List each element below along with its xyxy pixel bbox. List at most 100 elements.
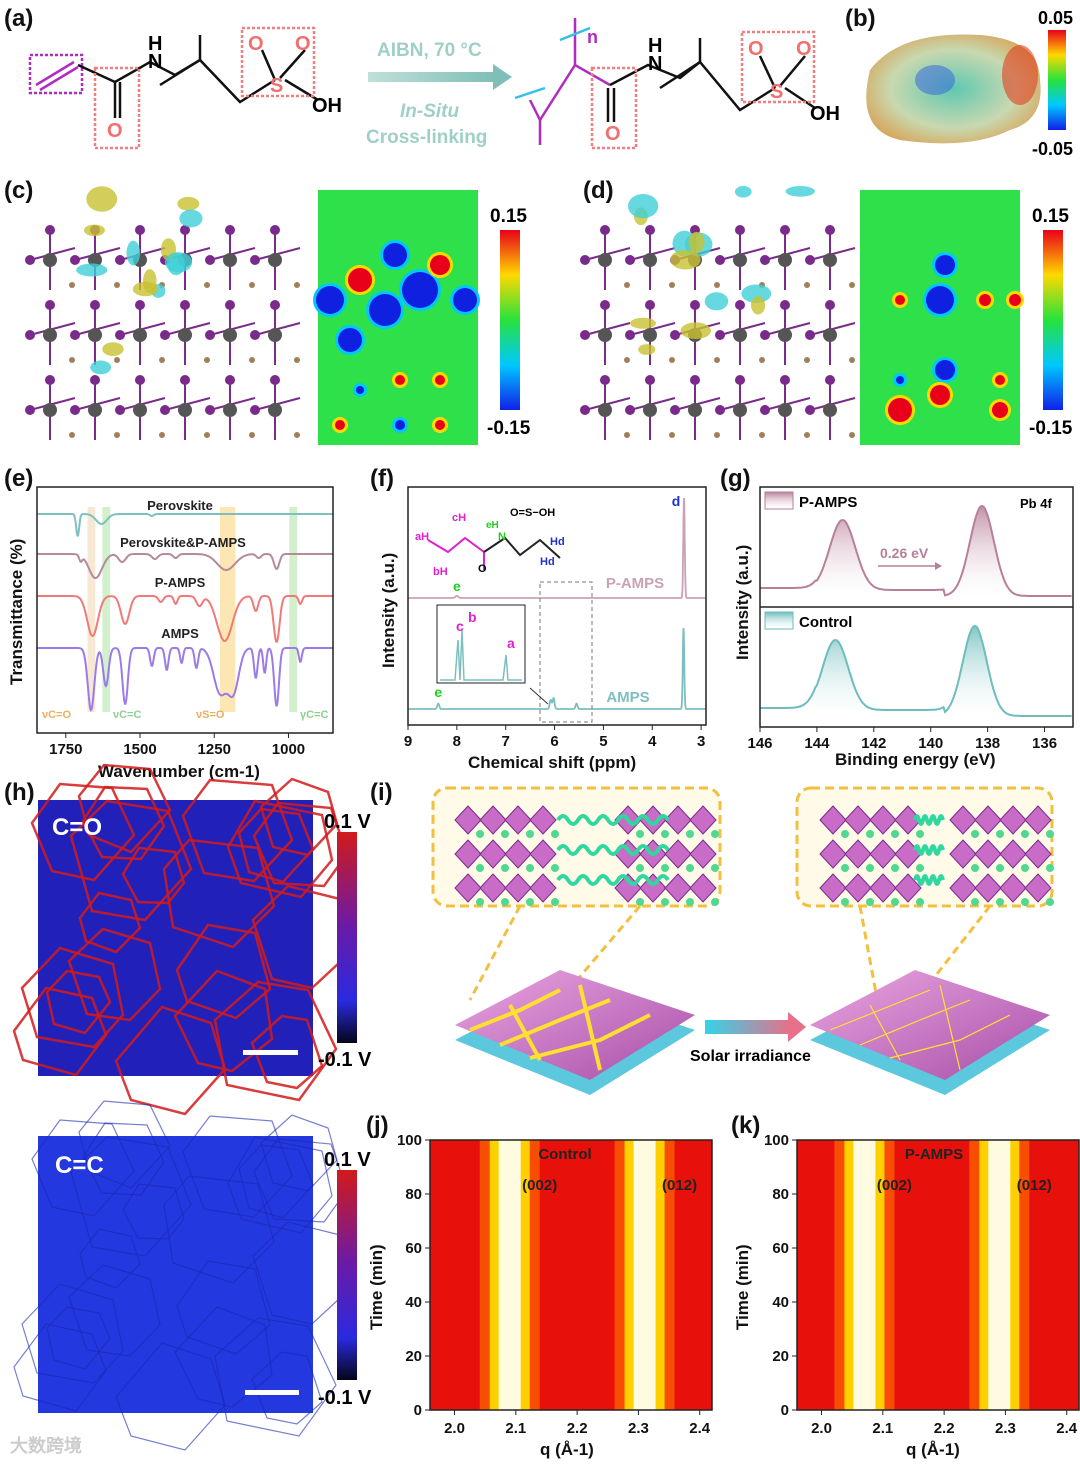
panel-label-g: (g) bbox=[720, 465, 751, 492]
xrd-ytick-label: 60 bbox=[772, 1240, 789, 1257]
grain-boundary bbox=[213, 980, 338, 1102]
panel-label-i: (i) bbox=[370, 779, 393, 806]
iodine-atom bbox=[760, 405, 770, 415]
grain-boundary bbox=[82, 1122, 165, 1196]
nmr-inset-spectrum bbox=[440, 629, 522, 681]
pb-atom bbox=[688, 403, 702, 417]
xrd-ytick-label: 80 bbox=[405, 1186, 422, 1203]
iodine-atom bbox=[225, 375, 235, 385]
scale-bar bbox=[245, 1390, 299, 1395]
organic-atom bbox=[69, 357, 75, 363]
polymer-chain-compressed bbox=[913, 844, 945, 856]
pbi6-octahedron bbox=[869, 805, 897, 835]
grain-boundary bbox=[115, 1342, 226, 1451]
esp-positive-region bbox=[915, 65, 955, 95]
iodine-atom bbox=[135, 375, 145, 385]
nmr-series-0 bbox=[408, 497, 706, 599]
grain-boundary bbox=[81, 785, 166, 861]
pb-atom bbox=[733, 328, 747, 342]
cation bbox=[661, 864, 669, 872]
xrd-peak-label: (012) bbox=[662, 1177, 697, 1194]
xrd-ytick-label: 20 bbox=[405, 1348, 422, 1365]
cation bbox=[866, 864, 874, 872]
panel-label-c: (c) bbox=[4, 177, 33, 204]
organic-atom bbox=[204, 357, 210, 363]
cation bbox=[526, 830, 534, 838]
polymer-chain-compressed bbox=[913, 874, 945, 886]
structure-atom: eH bbox=[486, 520, 499, 531]
iodine-atom bbox=[600, 225, 610, 235]
xps-axis-tick-label: 144 bbox=[804, 735, 830, 752]
grain-boundary bbox=[78, 1100, 171, 1189]
nmr-axis-tick-label: 8 bbox=[453, 733, 461, 750]
iodine-atom bbox=[135, 300, 145, 310]
iodine-atom bbox=[25, 255, 35, 265]
cation bbox=[971, 898, 979, 906]
atom-h: H bbox=[148, 33, 162, 55]
band-label: γC=C bbox=[300, 709, 328, 721]
esp-negative-region bbox=[1002, 45, 1038, 105]
legend-swatch bbox=[764, 611, 794, 630]
perovskite-pamps-structure bbox=[580, 185, 856, 440]
iodine-atom bbox=[45, 375, 55, 385]
organic-atom bbox=[159, 432, 165, 438]
highlight-band bbox=[87, 507, 96, 712]
organic-atom bbox=[624, 282, 630, 288]
grain-boundary bbox=[176, 1260, 271, 1355]
colorbar-c bbox=[500, 230, 520, 410]
pbi6-octahedron bbox=[819, 805, 847, 835]
amps-monomer-structure bbox=[28, 26, 319, 150]
grain-boundary bbox=[68, 1264, 161, 1357]
pbi6-octahedron bbox=[949, 839, 977, 869]
map-accumulation bbox=[888, 398, 912, 422]
cation bbox=[841, 864, 849, 872]
grain-boundary bbox=[70, 1136, 192, 1257]
pb-atom bbox=[43, 253, 57, 267]
cation bbox=[1021, 864, 1029, 872]
pbi6-octahedron bbox=[664, 873, 692, 903]
polymer-chain bbox=[556, 844, 670, 856]
xrd-k-xlabel: q (Å-1) bbox=[906, 1440, 960, 1459]
cation bbox=[686, 898, 694, 906]
pb-atom bbox=[643, 253, 657, 267]
iodine-atom bbox=[715, 330, 725, 340]
cation bbox=[841, 898, 849, 906]
iodine-atom bbox=[225, 300, 235, 310]
kpfm-map-cc bbox=[38, 1136, 313, 1413]
iodine-atom bbox=[160, 330, 170, 340]
cation bbox=[971, 830, 979, 838]
iodine-atom bbox=[205, 255, 215, 265]
map-depletion bbox=[356, 386, 364, 394]
map-depletion bbox=[383, 243, 407, 267]
kpfm-grain-boundaries-cc bbox=[13, 1100, 354, 1451]
iodine-atom bbox=[715, 255, 725, 265]
nmr-axis-tick-label: 4 bbox=[648, 733, 657, 750]
structure-atom: O=S−OH bbox=[510, 507, 555, 519]
map-depletion bbox=[338, 328, 362, 352]
nmr-series-1 bbox=[408, 627, 706, 710]
xps-chart: P-AMPS Control Pb 4f 0.26 eV 146 144 142 140 138… bbox=[747, 486, 1074, 752]
esp-colorbar bbox=[1048, 30, 1066, 130]
organic-atom bbox=[249, 357, 255, 363]
watermark: 大数跨境 bbox=[10, 1435, 82, 1456]
nmr-peak-label: e bbox=[434, 684, 442, 700]
nmr-series-label: AMPS bbox=[606, 689, 649, 706]
cation bbox=[551, 898, 559, 906]
grain-boundary bbox=[77, 763, 172, 854]
esp-surface bbox=[866, 34, 1041, 144]
xrd-ytick-label: 100 bbox=[397, 1132, 422, 1149]
organic-atom bbox=[669, 432, 675, 438]
organic-atom bbox=[114, 357, 120, 363]
pb-atom bbox=[88, 403, 102, 417]
crack-healing-illustration bbox=[431, 786, 1054, 1095]
pbi6-octahedron bbox=[529, 805, 557, 835]
ftir-series-3 bbox=[37, 647, 333, 712]
iodine-atom bbox=[135, 225, 145, 235]
map-depletion bbox=[926, 286, 954, 314]
organic-atom bbox=[624, 357, 630, 363]
pbi6-octahedron bbox=[1024, 839, 1052, 869]
grain-boundary bbox=[238, 1144, 314, 1219]
polymer-chain bbox=[556, 814, 670, 826]
charge-isosurface bbox=[638, 344, 656, 355]
xrd-xtick-label: 2.1 bbox=[872, 1420, 893, 1437]
